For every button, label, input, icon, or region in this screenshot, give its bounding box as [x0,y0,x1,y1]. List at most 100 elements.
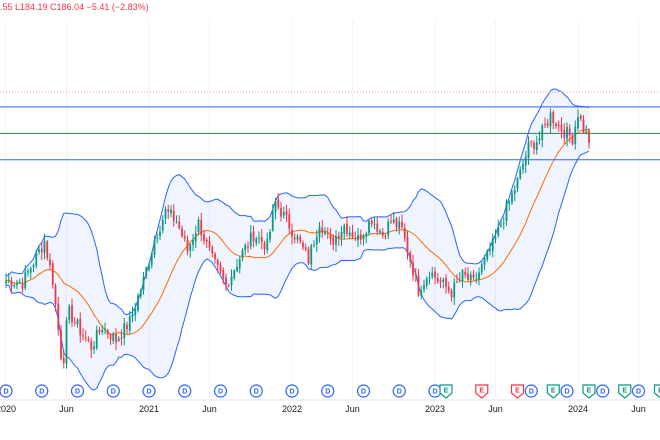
x-tick-label: Jun [488,404,503,414]
dividend-marker[interactable]: D [0,384,13,398]
candle-body [189,244,192,252]
candle-body [115,333,117,343]
candle [395,216,398,232]
earnings-label: E [444,388,449,395]
candle-body [280,207,282,217]
candle [269,229,271,243]
candle [376,217,379,236]
earnings-marker[interactable]: E [582,384,596,399]
candle-body [225,277,227,285]
earnings-marker[interactable]: E [510,384,525,399]
candle-body [203,234,205,241]
candle [197,216,200,236]
candle-body [398,221,401,229]
candle-body [574,126,577,145]
candle [21,277,24,293]
dividend-label: D [600,389,605,396]
candle [324,227,326,236]
candle-body [442,279,445,283]
dividend-marker[interactable]: D [560,384,574,398]
dividend-marker[interactable]: D [392,384,406,398]
candle [329,227,332,245]
dividend-marker[interactable]: D [596,384,610,398]
candle-body [170,209,172,214]
candle-body [159,231,161,237]
dividend-marker[interactable]: D [631,384,646,398]
dividend-marker[interactable]: D [321,384,335,398]
dividend-marker[interactable]: D [428,384,442,398]
earnings-marker[interactable]: E [618,384,632,399]
dividend-icon [142,384,156,398]
candle-body [227,285,230,287]
candle [263,240,266,256]
dividend-label: D [146,389,151,396]
candle [480,261,483,276]
candle-body [62,357,65,364]
candle [544,117,546,129]
dividend-marker[interactable]: D [249,384,263,398]
candle [137,292,139,313]
dividend-label: D [636,389,641,396]
candle-body [315,236,318,245]
candle-body [43,241,46,253]
dividend-marker[interactable]: D [356,384,371,398]
candle [54,283,57,312]
candle-body [249,232,252,247]
candle-body [469,274,472,281]
candle [131,306,134,323]
candle-body [244,244,247,251]
candle [95,325,98,351]
dividend-marker[interactable]: D [285,384,299,398]
candle-body [376,223,379,232]
candle-body [588,129,590,143]
candle [35,249,38,269]
dividend-icon [249,384,263,398]
candle-body [71,304,73,323]
dividend-marker[interactable]: D [70,384,85,398]
candle-body [335,236,337,245]
candle-body [535,142,538,151]
dividend-marker[interactable]: D [524,384,538,398]
dividend-label: D [254,389,259,396]
dividend-marker[interactable]: D [178,384,192,398]
candle [585,125,588,135]
candle-body [351,232,354,238]
candle-body [557,124,560,126]
candle-body [318,226,321,238]
x-tick-label: 2021 [139,404,159,414]
candle [106,328,109,339]
dividend-marker[interactable]: D [35,384,49,398]
candle-body [414,273,417,275]
candle-body [131,313,134,318]
dividend-marker[interactable]: D [106,384,120,398]
candle-body [208,241,211,248]
dividend-marker[interactable]: D [142,384,156,398]
candle-body [431,272,434,277]
earnings-label: E [515,388,520,395]
earnings-marker[interactable]: E [546,384,560,399]
candle [208,235,211,251]
earnings-marker[interactable]: E [653,384,660,399]
dividend-label: D [182,389,187,396]
candle-body [211,246,214,254]
x-tick-label: 2024 [568,404,588,414]
candle-body [161,219,164,231]
candle-body [439,280,442,283]
candle-body [357,235,359,241]
earnings-marker[interactable]: E [475,384,489,399]
candle-body [423,284,425,290]
candle-body [109,334,112,340]
candle [16,279,18,290]
candle [315,229,318,253]
earnings-label: E [479,388,484,395]
dividend-marker[interactable]: D [213,384,228,398]
candle [244,243,247,255]
dividend-label: D [289,389,294,396]
candle-body [230,276,233,286]
earnings-marker[interactable]: E [439,384,453,399]
candle [73,316,76,327]
candle-body [497,227,500,236]
candle [156,233,159,244]
